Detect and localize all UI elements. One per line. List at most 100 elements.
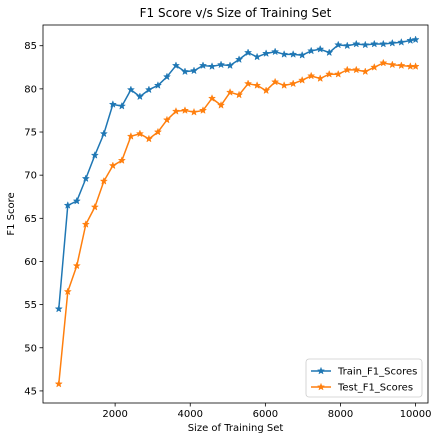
data-point: [262, 86, 271, 95]
y-tick-label: 70: [24, 171, 37, 182]
data-point: [325, 69, 334, 78]
x-tick-label: 8000: [328, 409, 353, 420]
data-point: [189, 66, 199, 75]
data-point: [307, 46, 316, 55]
data-point: [72, 196, 81, 205]
x-tick-label: 4000: [178, 409, 203, 420]
data-point: [334, 40, 343, 49]
data-point: [397, 61, 406, 70]
data-point: [225, 88, 235, 96]
data-point: [99, 129, 108, 138]
legend-label: Train_F1_Scores: [337, 367, 417, 378]
series-layer: [54, 35, 420, 388]
data-point: [126, 85, 136, 94]
data-point: [207, 62, 217, 70]
data-point: [411, 62, 420, 70]
data-point: [126, 132, 136, 140]
data-point: [153, 81, 163, 89]
data-point: [252, 81, 262, 89]
data-point: [334, 69, 343, 78]
data-point: [144, 85, 154, 94]
y-axis: 45 50 55 60 65 70 75 80 85: [24, 41, 43, 397]
chart-title: F1 Score v/s Size of Training Set: [140, 6, 332, 20]
data-point: [144, 134, 154, 143]
x-tick-label: 6000: [253, 409, 278, 420]
data-point: [271, 47, 280, 56]
data-point: [153, 127, 163, 136]
data-point: [180, 106, 190, 114]
y-tick-label: 85: [24, 41, 37, 52]
x-tick-label: 10000: [400, 409, 432, 420]
data-point: [316, 44, 325, 53]
y-axis-title: F1 Score: [6, 192, 17, 235]
data-point: [189, 107, 199, 116]
legend-entry-test-f1-scores: Test_F1_Scores: [311, 383, 413, 394]
data-point: [289, 50, 298, 58]
data-point: [162, 72, 172, 81]
data-point: [117, 101, 126, 110]
legend: Train_F1_Scores Test_F1_Scores: [305, 358, 423, 398]
data-point: [352, 65, 361, 74]
plot-area: 2000 4000 6000 8000 10000 45 50 55 60 65 70 75 80 85: [24, 24, 432, 420]
data-point: [343, 41, 352, 50]
data-point: [307, 71, 316, 80]
data-point: [388, 60, 397, 69]
data-point: [388, 38, 397, 47]
y-tick-label: 60: [24, 257, 37, 268]
data-point: [198, 61, 208, 70]
data-point: [117, 156, 126, 164]
data-point: [243, 48, 253, 57]
data-point: [171, 61, 181, 70]
data-point: [234, 90, 244, 99]
y-tick-label: 75: [24, 128, 37, 139]
legend-entry-train-f1-scores: Train_F1_Scores: [311, 367, 417, 378]
data-point: [63, 287, 72, 296]
x-axis-title: Size of Training Set: [188, 423, 284, 434]
series-train-f1-scores: [54, 35, 420, 313]
data-point: [280, 81, 289, 89]
data-point: [298, 50, 307, 59]
data-point: [271, 77, 280, 86]
y-tick-label: 80: [24, 84, 37, 95]
data-point: [108, 161, 117, 170]
data-point: [99, 176, 108, 185]
data-point: [379, 58, 388, 67]
y-tick-label: 50: [24, 343, 37, 354]
data-point: [370, 39, 379, 48]
data-point: [252, 52, 262, 61]
data-point: [325, 48, 334, 57]
data-point: [225, 61, 235, 70]
data-point: [216, 60, 226, 69]
y-tick-label: 55: [24, 300, 37, 311]
data-point: [180, 67, 190, 76]
y-tick-label: 45: [24, 386, 37, 397]
data-point: [90, 151, 99, 159]
x-tick-label: 2000: [102, 409, 127, 420]
x-axis: 2000 4000 6000 8000 10000: [102, 403, 432, 420]
data-point: [289, 79, 298, 88]
data-point: [72, 261, 81, 270]
data-point: [207, 94, 217, 102]
legend-label: Test_F1_Scores: [337, 383, 413, 394]
data-point: [216, 100, 226, 109]
data-point: [171, 106, 181, 115]
data-point: [243, 79, 253, 88]
data-point: [343, 65, 352, 74]
data-point: [234, 55, 244, 64]
data-point: [108, 100, 117, 108]
data-point: [361, 40, 370, 49]
series-test-f1-scores: [54, 58, 420, 388]
data-point: [63, 201, 72, 209]
data-point: [370, 62, 379, 71]
data-point: [198, 106, 208, 114]
data-point: [352, 39, 361, 48]
data-point: [298, 75, 307, 84]
data-point: [411, 35, 420, 44]
data-point: [90, 202, 99, 211]
data-point: [162, 115, 172, 124]
legend-star-marker: [316, 382, 326, 391]
data-point: [81, 220, 90, 228]
data-point: [54, 304, 63, 313]
data-point: [135, 92, 145, 101]
